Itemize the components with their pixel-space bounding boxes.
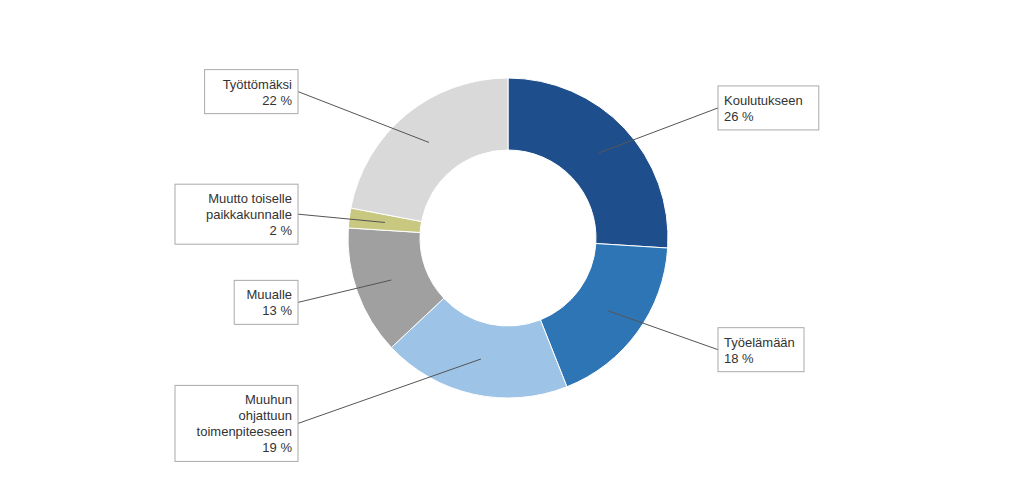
svg-text:Muuhunohjattuuntoimenpiteeseen: Muuhunohjattuuntoimenpiteeseen19 % <box>197 392 293 455</box>
svg-text:Työttömäksi22 %: Työttömäksi22 % <box>223 77 293 108</box>
svg-text:Muutto toisellepaikkakunnalle2: Muutto toisellepaikkakunnalle2 % <box>206 191 292 238</box>
svg-text:Työelämään18 %: Työelämään18 % <box>724 335 795 366</box>
svg-text:Muualle13 %: Muualle13 % <box>246 287 292 318</box>
svg-text:Koulutukseen26 %: Koulutukseen26 % <box>724 93 803 124</box>
